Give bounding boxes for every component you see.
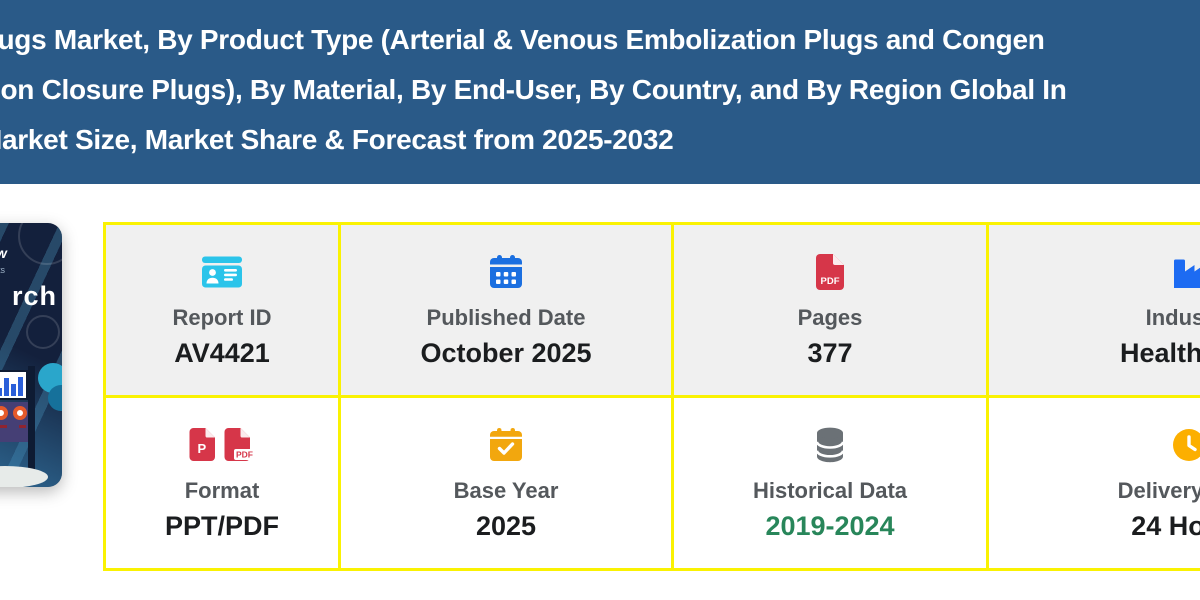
cover-teal-shape <box>48 385 62 411</box>
cell-value: 377 <box>807 337 853 368</box>
cover-title-text: rch <box>11 281 57 311</box>
calendar-icon <box>488 252 524 292</box>
cell-value: PPT/PDF <box>164 510 279 541</box>
cell-label: Delivery Time <box>1117 477 1200 503</box>
cell-value: 2025 <box>475 510 537 541</box>
cover-infographic-panel <box>0 402 28 442</box>
cell-label: Base Year <box>453 477 559 503</box>
format-cell: P PDF Format PPT/PDF <box>106 398 338 568</box>
delivery-time-cell: Delivery Time 24 Hours <box>989 398 1200 568</box>
cover-decorative-ring <box>18 223 62 265</box>
factory-icon <box>1169 252 1200 292</box>
id-card-icon <box>201 252 243 292</box>
svg-text:PDF: PDF <box>821 276 840 287</box>
ppt-pdf-file-icons: P PDF <box>189 425 255 465</box>
cover-logo-text: w <box>0 245 7 261</box>
published-date-cell: Published Date October 2025 <box>341 225 671 395</box>
ppt-file-icon: P <box>189 428 215 461</box>
cell-value: 24 Hours <box>1131 510 1200 541</box>
historical-data-cell: Historical Data 2019-2024 <box>674 398 986 568</box>
cell-label: Industry <box>1145 304 1200 330</box>
cover-logo-subtext: ts <box>0 265 6 275</box>
calendar-check-icon <box>489 425 523 465</box>
pages-cell: PDF Pages 377 <box>674 225 986 395</box>
cell-value: Healthcare <box>1119 337 1200 368</box>
cover-decorative-ring <box>26 315 60 349</box>
svg-text:P: P <box>198 441 207 456</box>
report-title-line: Market Size, Market Share & Forecast fro… <box>0 124 674 155</box>
database-icon <box>815 425 845 465</box>
pdf-file-icon: PDF <box>815 252 845 292</box>
cell-label: Historical Data <box>752 477 908 503</box>
report-info-table: Report ID AV4421 Published Date October … <box>103 222 1200 571</box>
base-year-cell: Base Year 2025 <box>341 398 671 568</box>
report-id-cell: Report ID AV4421 <box>106 225 338 395</box>
cover-donut-graphic <box>0 406 8 428</box>
cell-value: October 2025 <box>420 337 592 368</box>
cell-value: 2019-2024 <box>765 510 895 541</box>
report-title-line: lugs Market, By Product Type (Arterial &… <box>0 24 1045 55</box>
svg-text:PDF: PDF <box>236 450 253 460</box>
cover-device-edge <box>28 366 35 470</box>
cover-bar-chart-graphic <box>0 370 28 400</box>
pdf-file-icon: PDF <box>224 428 254 461</box>
report-title-line: ion Closure Plugs), By Material, By End-… <box>0 74 1067 105</box>
report-cover-thumbnail: w ts rch <box>0 223 62 487</box>
cell-label: Format <box>184 477 260 503</box>
industry-cell: Industry Healthcare <box>989 225 1200 395</box>
cell-label: Pages <box>797 304 863 330</box>
cover-donut-graphic <box>13 406 27 428</box>
clock-icon <box>1172 425 1200 465</box>
cell-value: AV4421 <box>174 337 270 368</box>
report-title-banner: lugs Market, By Product Type (Arterial &… <box>0 0 1200 184</box>
cell-label: Published Date <box>426 304 586 330</box>
cell-label: Report ID <box>172 304 272 330</box>
cover-base-ellipse <box>0 466 48 487</box>
